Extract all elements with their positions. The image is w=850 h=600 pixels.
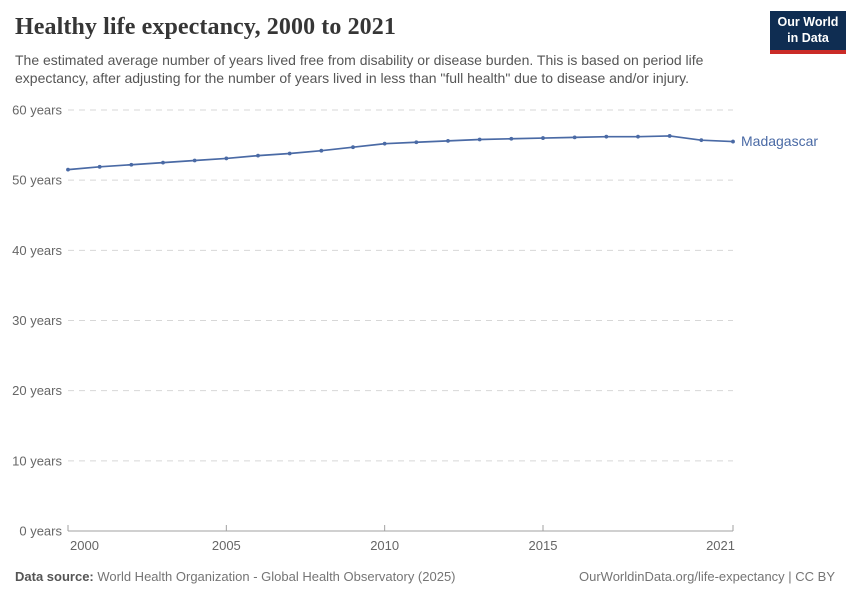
y-axis-label: 40 years (12, 243, 62, 258)
y-axis-label: 10 years (12, 453, 62, 468)
x-axis-label: 2005 (212, 538, 241, 553)
y-axis-label: 0 years (19, 524, 62, 539)
data-point[interactable] (636, 134, 640, 139)
data-point[interactable] (192, 158, 197, 163)
data-point[interactable] (446, 138, 450, 143)
x-axis-label: 2021 (706, 538, 735, 553)
y-axis-label: 30 years (12, 313, 62, 328)
data-point[interactable] (224, 156, 229, 161)
data-point[interactable] (97, 164, 102, 169)
data-point[interactable] (382, 141, 387, 146)
x-axis-label: 2015 (529, 538, 558, 553)
chart-subtitle: The estimated average number of years li… (15, 52, 704, 86)
data-point[interactable] (287, 151, 292, 156)
data-point[interactable] (604, 134, 609, 139)
data-point[interactable] (667, 134, 672, 138)
data-point[interactable] (319, 148, 324, 153)
data-point[interactable] (731, 139, 735, 144)
data-source-text: World Health Organization - Global Healt… (93, 569, 456, 584)
chart-title: Healthy life expectancy, 2000 to 2021 (15, 14, 396, 40)
plot-line[interactable] (67, 135, 734, 171)
data-point[interactable] (541, 136, 545, 140)
y-axis-label: 60 years (12, 103, 62, 118)
x-axis-label: 2000 (70, 538, 99, 553)
owid-logo-line1: Our World (777, 15, 839, 29)
owid-logo-line2: in Data (787, 30, 829, 45)
data-point[interactable] (66, 167, 70, 172)
y-axis-label: 50 years (12, 173, 62, 188)
owid-logo[interactable]: Our World in Data (770, 11, 846, 55)
y-axis-label: 20 years (12, 383, 62, 398)
data-point[interactable] (509, 136, 514, 141)
data-point[interactable] (161, 160, 165, 165)
data-point[interactable] (414, 140, 419, 145)
data-point[interactable] (351, 145, 355, 150)
data-point[interactable] (699, 138, 704, 143)
data-point[interactable] (572, 135, 577, 140)
data-source-label: Data source: (15, 569, 94, 584)
entity-label[interactable]: Madagascar (741, 133, 818, 149)
data-point[interactable] (477, 137, 482, 142)
data-point[interactable] (129, 162, 134, 167)
data-source: Data source: World Health Organization -… (15, 569, 456, 584)
data-point[interactable] (256, 153, 260, 158)
x-axis-label: 2010 (370, 538, 399, 553)
credit-link[interactable]: OurWorldinData.org/life-expectancy | CC … (578, 569, 835, 584)
